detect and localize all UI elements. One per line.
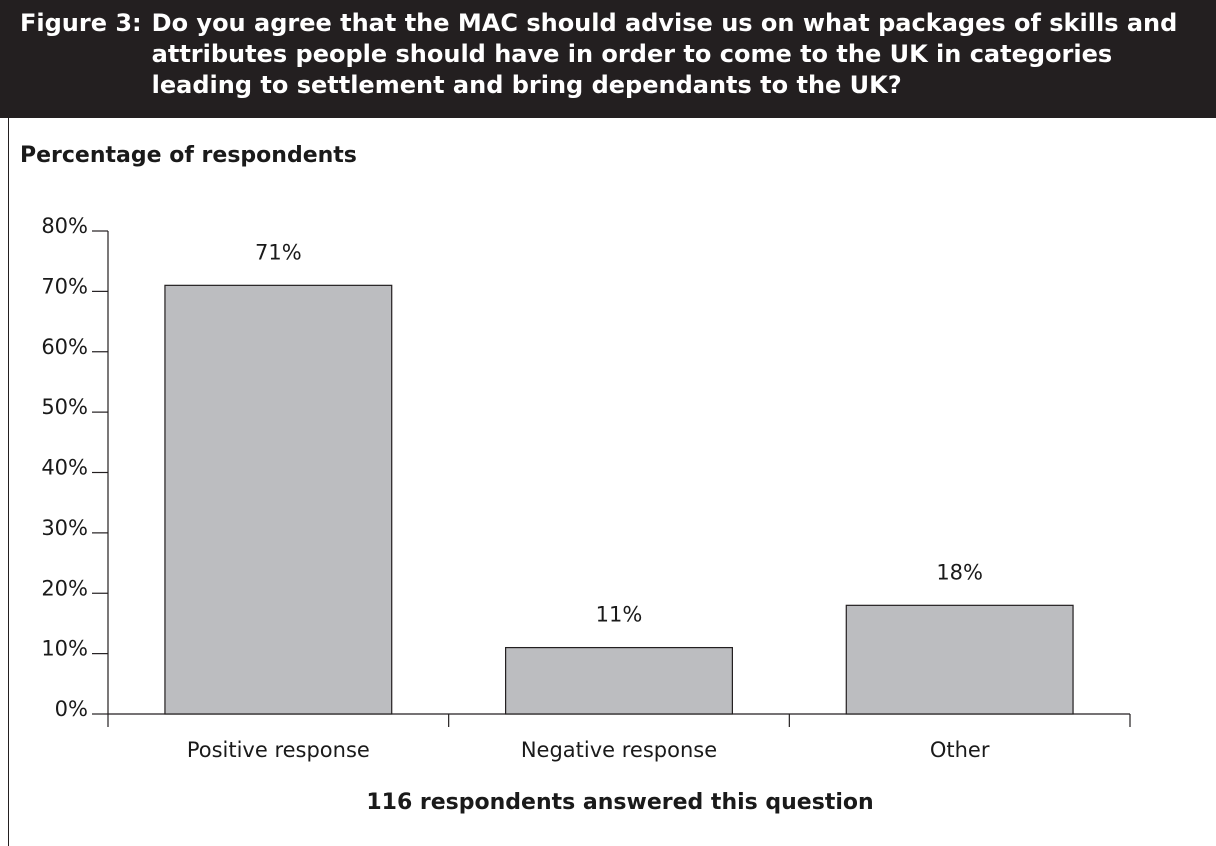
bar-value-label: 18% xyxy=(936,560,983,584)
x-category-label: Other xyxy=(930,738,990,762)
figure-title: Do you agree that the MAC should advise … xyxy=(151,9,1178,99)
x-axis: Positive response Negative response Other xyxy=(107,713,1131,762)
y-tick-label: 0% xyxy=(55,697,88,721)
data-labels: 71% 11% 18% xyxy=(255,240,983,626)
bars xyxy=(164,284,1074,715)
figure-title-bar: Figure 3: Do you agree that the MAC shou… xyxy=(0,0,1216,118)
y-tick-label: 30% xyxy=(41,516,88,540)
y-tick-label: 50% xyxy=(41,395,88,419)
bar-value-label: 11% xyxy=(596,603,643,627)
bar xyxy=(845,604,1074,715)
y-axis: 0% 10% 20% 30% 40% 50% 60% 70% 80% xyxy=(41,214,109,721)
left-rule xyxy=(8,118,9,846)
y-tick-label: 80% xyxy=(41,214,88,238)
y-tick-label: 10% xyxy=(41,637,88,661)
bar-value-label: 71% xyxy=(255,240,302,264)
figure-title-grid: Figure 3: Do you agree that the MAC shou… xyxy=(20,8,1196,101)
bar xyxy=(505,646,733,715)
y-axis-title: Percentage of respondents xyxy=(20,143,357,168)
y-tick-label: 70% xyxy=(41,274,88,298)
x-axis-title: 116 respondents answered this question xyxy=(366,790,874,815)
y-tick-label: 20% xyxy=(41,576,88,600)
y-tick-label: 40% xyxy=(41,456,88,480)
bar xyxy=(164,284,393,715)
x-category-label: Negative response xyxy=(521,738,717,762)
y-tick-label: 60% xyxy=(41,335,88,359)
x-category-label: Positive response xyxy=(187,738,370,762)
figure-label: Figure 3: xyxy=(20,9,142,37)
